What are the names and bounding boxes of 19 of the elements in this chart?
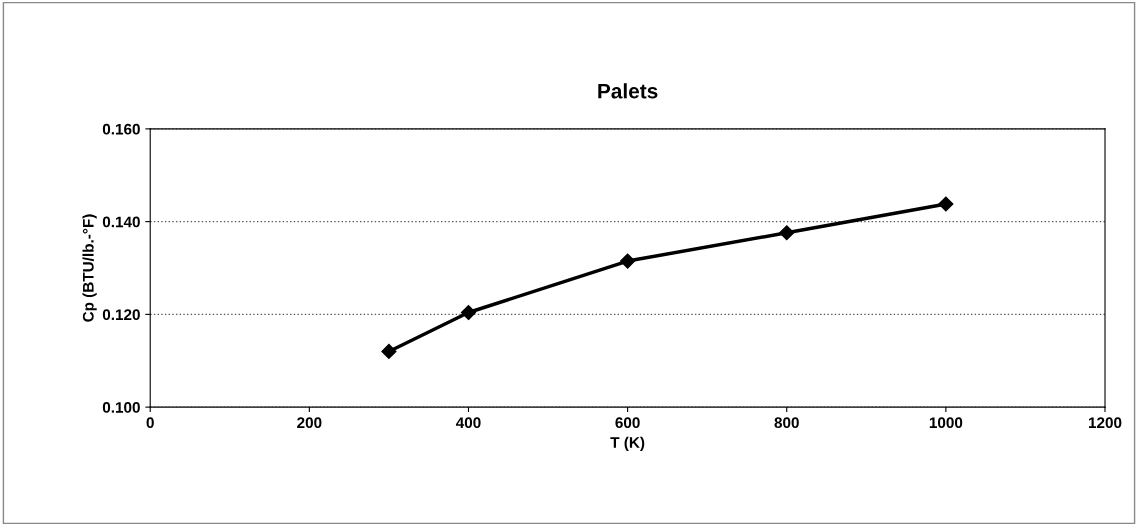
x-tick-label: 0 — [146, 417, 154, 429]
x-tick-label: 200 — [297, 417, 322, 429]
point — [381, 343, 397, 360]
y-tick-label: 0.140 — [102, 216, 140, 228]
point — [938, 196, 954, 212]
point — [460, 304, 477, 321]
x-tick-label: 800 — [774, 417, 799, 429]
point — [779, 225, 795, 241]
chart-title: Palets — [598, 83, 658, 99]
y-axis-title: Cp (BTU/lb.-°F) — [82, 214, 97, 322]
x-tick-label: 1000 — [929, 417, 963, 429]
x-tick-label: 600 — [615, 417, 640, 429]
y-tick-label: 0.100 — [102, 401, 140, 413]
x-tick-label: 400 — [455, 417, 481, 429]
y-tick-label: 0.160 — [102, 123, 140, 135]
point — [620, 253, 636, 269]
y-tick-label: 0.120 — [102, 309, 140, 321]
x-axis-title: T (K) — [610, 436, 645, 451]
x-tick-label: 1200 — [1088, 417, 1122, 429]
